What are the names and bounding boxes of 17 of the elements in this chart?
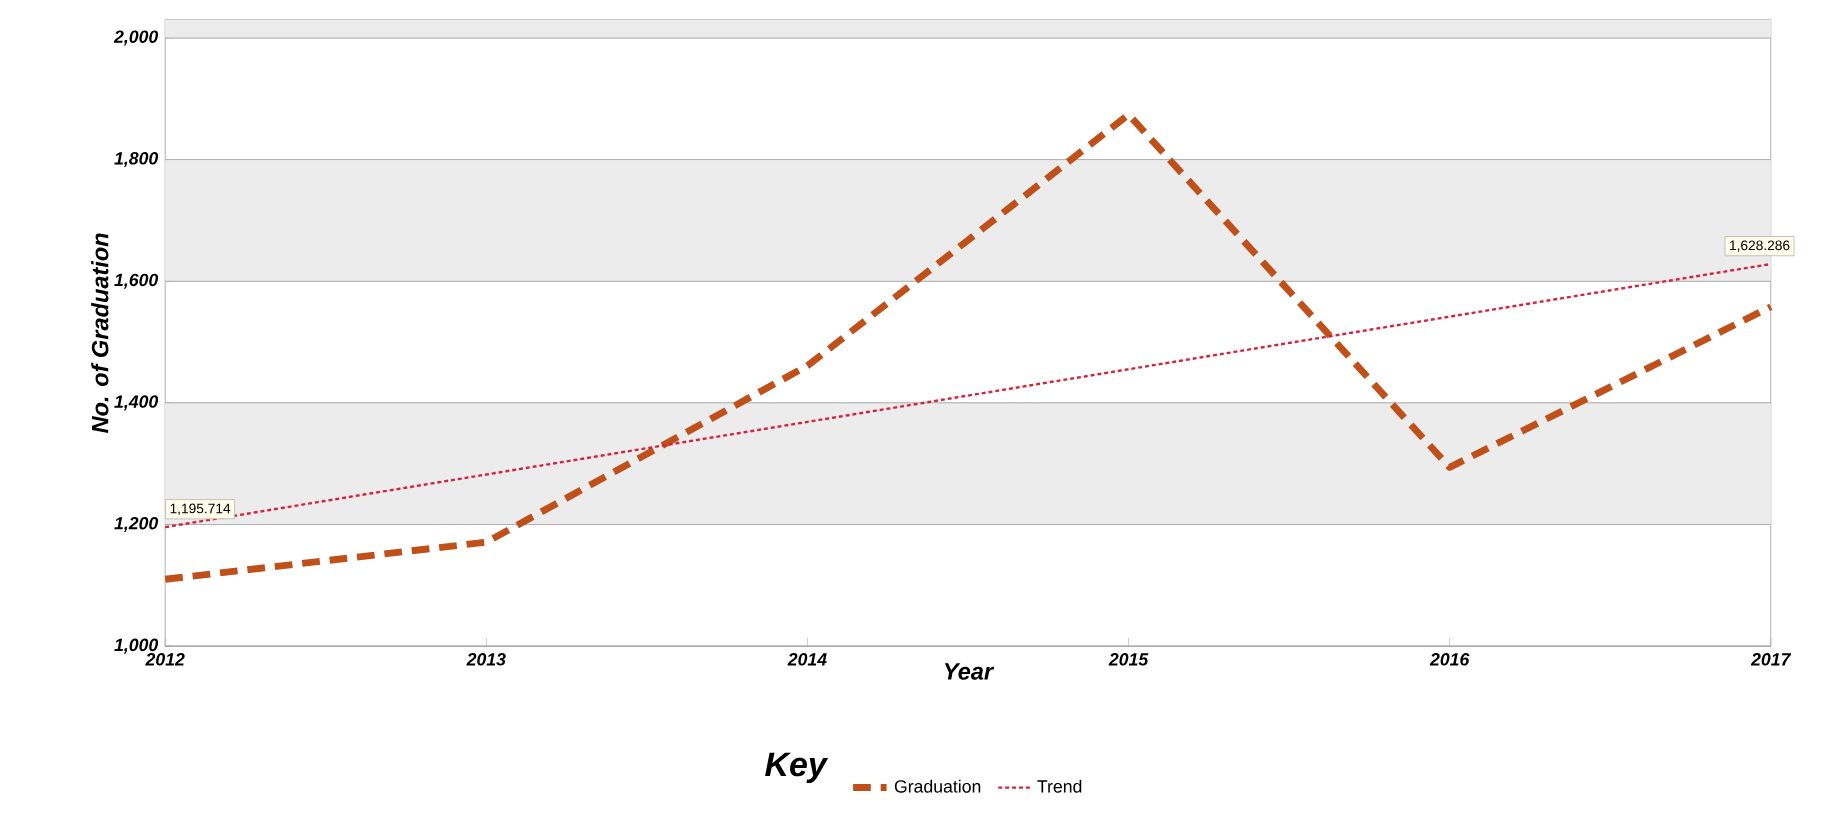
x-axis-title: Year [944,663,995,681]
y-tick-label: 1,200 [114,517,159,533]
legend-title: Key [765,753,829,784]
legend-label: Graduation [894,780,981,794]
x-tick-label: 2013 [466,653,506,666]
x-tick-label: 2015 [1108,653,1149,666]
y-tick-label: 1,000 [114,638,159,655]
x-tick-label: 2016 [1429,653,1470,666]
y-axis-title: No. of Graduation [91,233,109,434]
y-tick-label: 2,000 [113,30,159,46]
x-tick-label: 2012 [145,653,185,666]
legend-label: Trend [1037,780,1082,794]
y-tick-label: 1,400 [114,395,159,411]
y-tick-label: 1,800 [114,152,159,168]
x-tick-label: 2017 [1750,653,1792,666]
x-tick-label: 2014 [787,653,827,666]
y-tick-label: 1,600 [114,274,159,290]
